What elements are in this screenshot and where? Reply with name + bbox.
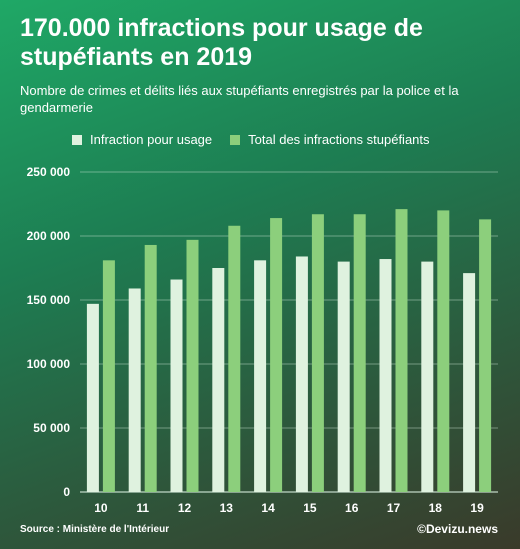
bar-usage <box>379 259 392 492</box>
y-tick-label: 100 000 <box>27 357 71 371</box>
source-note: Source : Ministère de l'Intérieur <box>20 524 170 535</box>
y-tick-label: 150 000 <box>27 293 71 307</box>
bar-usage <box>295 256 308 492</box>
x-tick-label: 11 <box>136 501 149 515</box>
x-tick-label: 19 <box>470 501 484 515</box>
bar-usage <box>170 279 183 492</box>
x-tick-label: 10 <box>94 501 108 515</box>
legend-item-total: Total des infractions stupéfiants <box>230 132 430 147</box>
bar-usage <box>421 261 434 492</box>
y-tick-label: 50 000 <box>33 421 70 435</box>
x-tick-label: 16 <box>345 501 359 515</box>
y-tick-label: 0 <box>63 485 70 499</box>
x-tick-label: 15 <box>303 501 317 515</box>
x-tick-label: 12 <box>178 501 192 515</box>
bar-usage <box>128 288 141 492</box>
bar-total <box>186 239 199 492</box>
bar-usage <box>212 268 225 492</box>
chart-title: 170.000 infractions pour usage de stupéf… <box>20 14 423 71</box>
bar-total <box>270 218 283 492</box>
bar-total <box>395 209 408 492</box>
x-tick-label: 18 <box>429 501 443 515</box>
legend-label-total: Total des infractions stupéfiants <box>248 132 430 147</box>
bar-total <box>353 214 366 492</box>
bar-total <box>102 260 115 492</box>
bar-usage <box>254 260 267 492</box>
bar-usage <box>337 261 350 492</box>
legend-label-usage: Infraction pour usage <box>90 132 213 147</box>
legend: Infraction pour usage Total des infracti… <box>72 132 448 147</box>
bar-chart: 0 50 000 100 000 150 000 200 000 250 000 10 11 1… <box>27 165 498 515</box>
x-tick-label: 17 <box>387 501 401 515</box>
bar-usage <box>86 303 99 492</box>
bar-total <box>311 214 324 492</box>
legend-item-usage: Infraction pour usage <box>72 132 212 147</box>
bar-total <box>437 210 450 492</box>
bar-usage <box>463 273 476 492</box>
x-tick-label: 14 <box>261 501 275 515</box>
legend-swatch-total <box>230 134 241 145</box>
chart-subtitle: Nombre de crimes et délits liés aux stup… <box>20 83 459 115</box>
bar-total <box>228 225 241 492</box>
bar-total <box>144 244 157 492</box>
bar-total <box>479 219 492 493</box>
y-tick-label: 250 000 <box>27 165 71 179</box>
brand-credit: ©Devizu.news <box>417 522 498 536</box>
legend-swatch-usage <box>72 134 82 145</box>
x-tick-label: 13 <box>220 501 234 515</box>
y-tick-label: 200 000 <box>27 229 71 243</box>
